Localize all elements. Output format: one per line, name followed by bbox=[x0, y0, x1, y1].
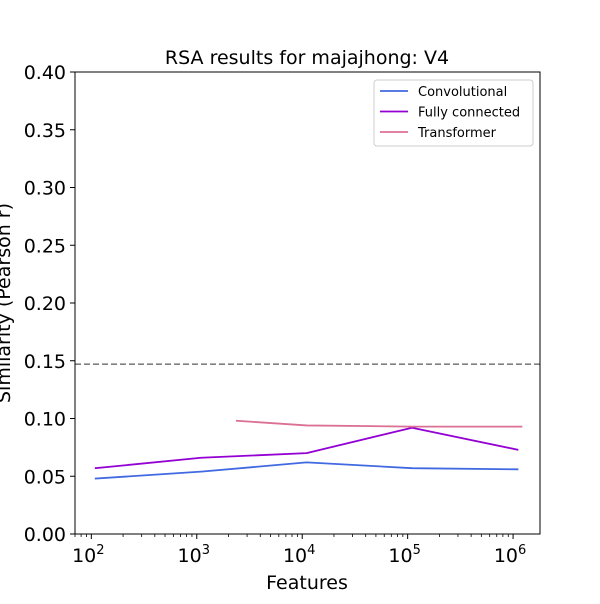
legend-label: Convolutional bbox=[418, 85, 507, 100]
x-tick-label: 103 bbox=[178, 543, 210, 567]
y-tick-label: 0.00 bbox=[24, 524, 66, 546]
y-axis-label: Similarity (Pearson r) bbox=[0, 203, 15, 403]
legend: Convolutional Fully connected Transformer bbox=[373, 79, 534, 147]
x-tick-label: 104 bbox=[283, 543, 315, 567]
x-axis-ticks: 102 103 104 105 106 bbox=[72, 534, 526, 567]
series-line-3 bbox=[235, 419, 523, 428]
x-tick-label: 105 bbox=[388, 543, 420, 567]
series-line-1 bbox=[94, 461, 519, 480]
y-tick-label: 0.15 bbox=[24, 351, 66, 373]
x-tick-label: 106 bbox=[494, 543, 526, 567]
legend-label: Fully connected bbox=[418, 106, 520, 121]
y-tick-label: 0.30 bbox=[24, 178, 66, 200]
y-tick-label: 0.40 bbox=[24, 62, 66, 84]
y-tick-label: 0.35 bbox=[24, 120, 66, 142]
legend-label: Transformer bbox=[417, 126, 497, 141]
legend-box bbox=[373, 79, 534, 147]
y-axis-ticks: 0.00 0.05 0.10 0.15 0.20 0.25 0.30 0.35 0.40 bbox=[24, 62, 75, 546]
y-tick-label: 0.20 bbox=[24, 293, 66, 315]
y-tick-label: 0.25 bbox=[24, 235, 66, 257]
series-layer bbox=[94, 419, 523, 480]
x-tick-label: 102 bbox=[72, 543, 104, 567]
chart-title: RSA results for majajhong: V4 bbox=[165, 47, 449, 69]
x-axis-label: Features bbox=[266, 572, 348, 594]
y-tick-label: 0.05 bbox=[24, 466, 66, 488]
y-tick-label: 0.10 bbox=[24, 409, 66, 431]
series-line-2 bbox=[94, 426, 519, 470]
